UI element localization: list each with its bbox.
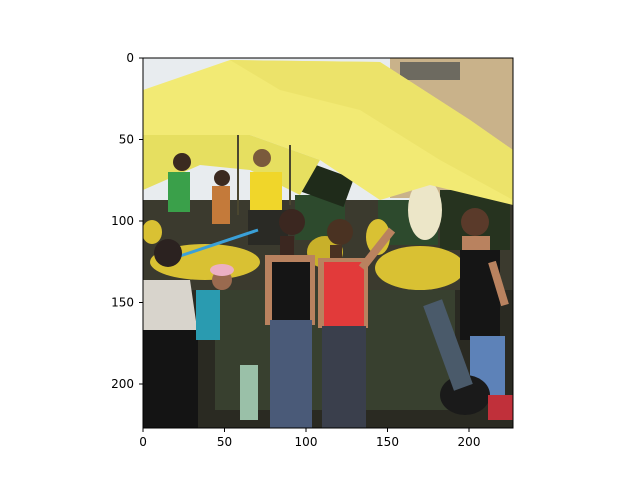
y-tick-label: 50 [119, 133, 134, 147]
y-tick-label: 150 [111, 296, 134, 310]
y-tick-label: 200 [111, 377, 134, 391]
x-tick-label: 50 [217, 435, 232, 449]
y-tick-label: 100 [111, 214, 134, 228]
photo-image [143, 58, 513, 428]
x-axis: 0 50 100 150 200 [139, 428, 480, 449]
x-tick-label: 200 [458, 435, 481, 449]
axes-frame [142, 57, 514, 429]
x-tick-label: 100 [295, 435, 318, 449]
x-tick-label: 0 [139, 435, 147, 449]
y-tick-label: 0 [126, 51, 134, 65]
y-axis: 0 50 100 150 200 [111, 51, 143, 391]
x-tick-label: 150 [376, 435, 399, 449]
